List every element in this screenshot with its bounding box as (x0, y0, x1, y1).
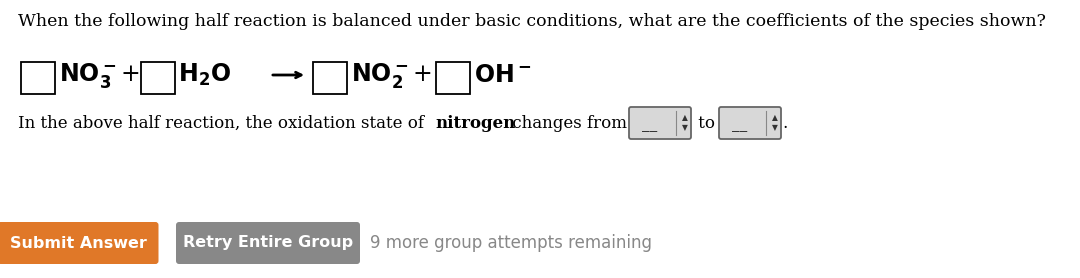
Text: __: __ (732, 118, 747, 132)
FancyBboxPatch shape (629, 107, 691, 139)
Text: .: . (782, 115, 787, 131)
Text: nitrogen: nitrogen (435, 115, 515, 131)
Text: $\mathbf{NO_3^-}$+: $\mathbf{NO_3^-}$+ (59, 61, 139, 90)
Text: ▼: ▼ (772, 123, 778, 133)
Text: $\mathbf{NO_2^-}$+: $\mathbf{NO_2^-}$+ (351, 61, 431, 90)
FancyBboxPatch shape (719, 107, 781, 139)
FancyBboxPatch shape (436, 62, 470, 94)
FancyBboxPatch shape (0, 222, 159, 264)
Text: to: to (693, 115, 715, 131)
Text: $\mathbf{H_2O}$: $\mathbf{H_2O}$ (178, 62, 231, 88)
Text: When the following half reaction is balanced under basic conditions, what are th: When the following half reaction is bala… (18, 13, 1045, 30)
FancyBboxPatch shape (313, 62, 347, 94)
Text: ▲: ▲ (683, 113, 688, 123)
Text: $\mathbf{OH^-}$: $\mathbf{OH^-}$ (474, 63, 531, 86)
Text: __: __ (643, 118, 658, 132)
Text: changes from: changes from (507, 115, 627, 131)
FancyBboxPatch shape (21, 62, 55, 94)
FancyBboxPatch shape (141, 62, 175, 94)
Text: 9 more group attempts remaining: 9 more group attempts remaining (370, 234, 652, 252)
Text: Submit Answer: Submit Answer (10, 235, 147, 250)
Text: ▲: ▲ (772, 113, 778, 123)
Text: ▼: ▼ (683, 123, 688, 133)
Text: In the above half reaction, the oxidation state of: In the above half reaction, the oxidatio… (18, 115, 429, 131)
Text: Retry Entire Group: Retry Entire Group (183, 235, 353, 250)
FancyBboxPatch shape (176, 222, 360, 264)
